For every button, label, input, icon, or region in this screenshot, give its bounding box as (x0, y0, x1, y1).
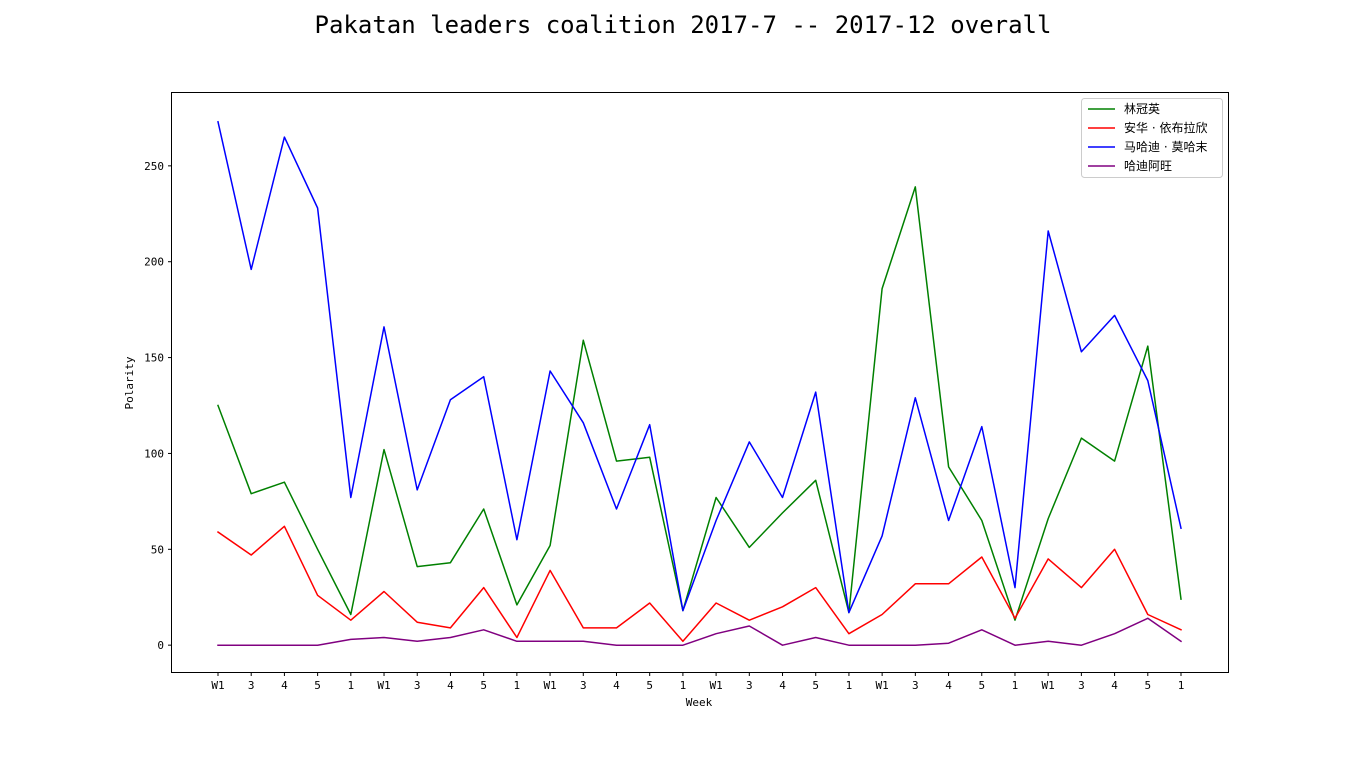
x-tick-label: 4 (1111, 679, 1118, 692)
series-line-3 (217, 120, 1182, 614)
y-tick-label: 150 (144, 352, 164, 365)
x-tick-label: 3 (1078, 679, 1085, 692)
x-tick-label: 1 (680, 679, 687, 692)
legend-label-4: 哈迪阿旺 (1124, 159, 1172, 173)
y-tick-label: 200 (144, 256, 164, 269)
x-tick-label: 5 (978, 679, 985, 692)
x-tick-label: 3 (414, 679, 421, 692)
legend-label-1: 林冠英 (1124, 102, 1160, 116)
x-tick-label: W1 (543, 679, 556, 692)
x-tick-label: W1 (709, 679, 722, 692)
series-line-4 (217, 617, 1183, 646)
x-tick-label: 5 (1144, 679, 1151, 692)
y-tick-label: 100 (144, 447, 164, 460)
series-layer (216, 120, 1183, 646)
x-tick-label: W1 (876, 679, 889, 692)
x-tick-label: 3 (248, 679, 255, 692)
x-tick-label: 5 (646, 679, 653, 692)
x-tick-label: 4 (281, 679, 288, 692)
x-tick-label: 4 (779, 679, 786, 692)
legend-box (1081, 98, 1223, 178)
x-tick-label: W1 (211, 679, 224, 692)
x-tick-label: 4 (447, 679, 454, 692)
x-tick-label: W1 (377, 679, 390, 692)
x-tick-label: 1 (514, 679, 521, 692)
y-tick-label: 50 (151, 543, 164, 556)
x-axis-ticks: W1 3 4 5 1 W1 3 4 5 1 W1 3 4 5 1 W1 3 4 5 1 W1 3 4 5 1 W1 3 4 5 1 (211, 672, 1184, 692)
x-tick-label: 5 (314, 679, 321, 692)
plot-frame (171, 92, 1229, 673)
x-tick-label: 5 (480, 679, 487, 692)
x-tick-label: 3 (746, 679, 753, 692)
x-tick-label: 3 (580, 679, 587, 692)
chart-title: Pakatan leaders coalition 2017-7 -- 2017… (314, 11, 1052, 39)
y-axis-label: Polarity (123, 356, 136, 409)
x-tick-label: 4 (613, 679, 620, 692)
x-tick-label: 1 (348, 679, 355, 692)
x-tick-label: 1 (1178, 679, 1185, 692)
x-tick-label: 5 (812, 679, 819, 692)
x-tick-label: 4 (945, 679, 952, 692)
x-tick-label: 1 (1012, 679, 1019, 692)
legend-label-2: 安华 · 依布拉欣 (1124, 120, 1207, 135)
series-line-2 (216, 525, 1182, 643)
x-axis-label: Week (686, 696, 713, 709)
series-line-1 (217, 186, 1182, 621)
x-tick-label: 1 (846, 679, 853, 692)
y-tick-label: 250 (144, 160, 164, 173)
x-tick-label: 3 (912, 679, 919, 692)
x-tick-label: W1 (1042, 679, 1055, 692)
legend-label-3: 马哈迪 · 莫哈末 (1124, 140, 1207, 154)
y-axis-ticks: 0 50 100 150 200 250 (144, 160, 172, 652)
y-tick-label: 0 (157, 639, 164, 652)
